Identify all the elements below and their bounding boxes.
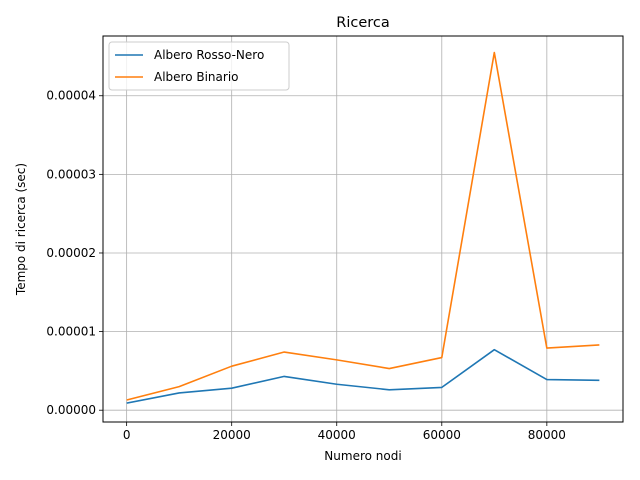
x-tick-label: 0 bbox=[123, 428, 131, 442]
y-tick-label: 0.00002 bbox=[46, 246, 96, 260]
y-axis-label: Tempo di ricerca (sec) bbox=[14, 163, 28, 296]
x-tick-label: 80000 bbox=[528, 428, 566, 442]
x-tick-label: 20000 bbox=[213, 428, 251, 442]
x-tick-label: 60000 bbox=[423, 428, 461, 442]
y-tick-label: 0.00004 bbox=[46, 89, 96, 103]
plot-frame bbox=[102, 35, 624, 423]
y-tick-label: 0.00003 bbox=[46, 167, 96, 181]
y-tick-label: 0.00000 bbox=[46, 403, 96, 417]
series-line-1 bbox=[126, 51, 600, 401]
x-axis-label: Numero nodi bbox=[324, 449, 401, 463]
legend-box bbox=[108, 41, 290, 91]
series-line-0 bbox=[126, 348, 600, 404]
axis-ticks: 0 20000 40000 60000 80000 0.00000 0.00001 0.000… bbox=[46, 89, 566, 442]
grid bbox=[103, 36, 623, 422]
legend-label: Albero Rosso-Nero bbox=[154, 48, 264, 62]
series-lines bbox=[126, 51, 600, 404]
y-tick-label: 0.00001 bbox=[46, 325, 96, 339]
x-tick-label: 40000 bbox=[318, 428, 356, 442]
legend-label: Albero Binario bbox=[154, 70, 239, 84]
chart-title: Ricerca bbox=[336, 15, 390, 31]
legend: Albero Rosso-Nero Albero Binario bbox=[108, 41, 290, 91]
